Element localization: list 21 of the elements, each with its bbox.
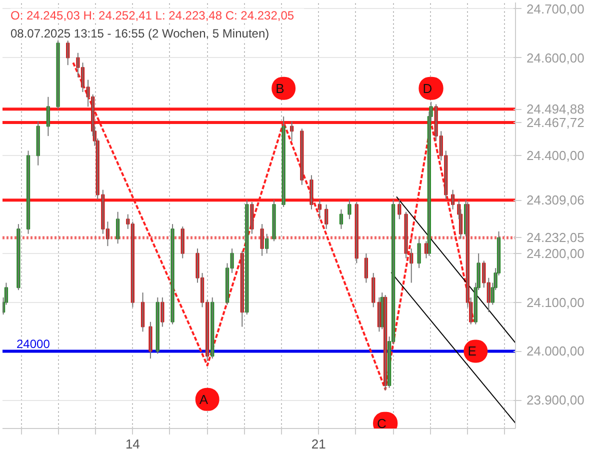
x-tick-label: 14 — [125, 436, 140, 450]
annotation: B — [276, 80, 284, 96]
y-tick-label: 24.400,00 — [526, 148, 584, 164]
y-tick-label: 23.900,00 — [526, 392, 584, 408]
text: O: 24.245,03 H: 24.252,41 L: 24.223,48 C: 24.232,05 — [10, 8, 294, 22]
text: 08.07.2025 13:15 - 16:55 (2 Wochen, 5 Minuten) — [10, 26, 270, 40]
annotation: E — [468, 344, 477, 359]
ref-line-label: 24000 — [16, 337, 50, 352]
ref-line-label: 24.309,06 — [526, 192, 584, 208]
ref-line-label: 24.232,05 — [526, 230, 584, 246]
annotation: A — [199, 392, 208, 407]
ref-line-label: 24.494,88 — [526, 102, 584, 117]
annotation: D — [422, 80, 432, 96]
annotation: C — [377, 416, 386, 431]
y-tick-label: 24.600,00 — [526, 50, 584, 66]
y-tick-label: 24.000,00 — [526, 344, 584, 359]
y-tick-label: 24.100,00 — [526, 294, 584, 310]
y-tick-label: 24.700,00 — [526, 1, 584, 16]
ref-line-label: 24.467,72 — [526, 114, 584, 130]
x-tick-label: 21 — [311, 436, 326, 450]
y-tick-label: 24.200,00 — [526, 246, 584, 261]
